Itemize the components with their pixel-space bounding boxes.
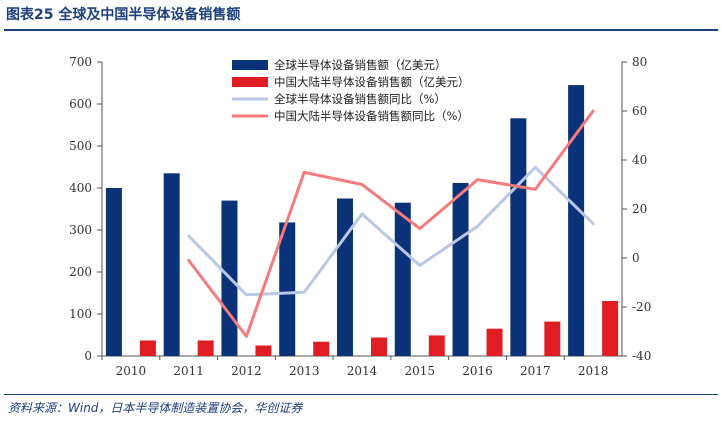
x-tick-label: 2015 [405,364,436,378]
china-sales-bar [255,345,272,356]
y-right-tick-label: 0 [632,251,640,265]
x-tick-label: 2013 [289,364,320,378]
title-underline [4,29,718,31]
y-left-tick-label: 700 [69,55,92,69]
footer-rule [4,394,718,395]
x-tick-label: 2017 [520,364,551,378]
global-sales-bar [510,118,527,356]
global-sales-bar [394,202,411,356]
y-left-tick-label: 600 [69,97,92,111]
y-right-tick-label: -20 [632,300,651,314]
y-left-tick-label: 400 [69,181,92,195]
china-sales-bar [602,300,619,356]
legend-label: 全球半导体设备销售额同比（%） [274,92,446,106]
y-left-tick-label: 100 [69,307,92,321]
global-sales-bar [279,222,296,356]
china-sales-bar [313,341,330,356]
x-tick-label: 2012 [231,364,262,378]
china-sales-bar [428,335,445,356]
y-right-tick-label: 60 [632,104,647,118]
y-right-tick-label: 20 [632,202,647,216]
legend-label: 全球半导体设备销售额（亿美元） [274,58,447,72]
china-sales-bar [197,340,214,356]
source-note: 资料来源：Wind，日本半导体制造装置协会，华创证券 [8,401,303,415]
legend-label: 中国大陆半导体设备销售额同比（%） [274,109,469,123]
global-sales-bar [568,85,585,356]
china-sales-bar [486,328,503,356]
legend-swatch-bar [232,77,268,87]
chart-bars [105,85,619,356]
y-left-tick-label: 200 [69,265,92,279]
global-sales-bar [163,173,180,356]
chart-axes: 0 100 200 300 400 500 600 700 -40 -20 0 20 40 60 80 201… [69,55,651,378]
global-sales-bar [337,198,353,356]
china-sales-bar [139,340,156,356]
y-left-tick-label: 500 [69,139,92,153]
global-sales-bar [452,182,469,356]
y-right-tick-label: 80 [632,55,647,69]
legend-label: 中国大陆半导体设备销售额（亿美元） [274,75,470,89]
y-left-tick-label: 300 [69,223,92,237]
china-sales-bar [544,321,561,356]
semiconductor-equipment-chart: 0 100 200 300 400 500 600 700 -40 -20 0 20 40 60 80 201… [69,55,651,378]
global-yoy-line [187,165,595,297]
chart-title: 图表25 全球及中国半导体设备销售额 [6,7,241,23]
legend-swatch-bar [232,60,268,70]
x-tick-label: 2016 [462,364,493,378]
chart-lines [187,109,595,338]
x-tick-label: 2010 [116,364,147,378]
x-tick-label: 2018 [578,364,609,378]
x-tick-label: 2014 [347,364,378,378]
global-sales-bar [105,188,122,356]
china-sales-bar [371,337,387,356]
chart-legend: 全球半导体设备销售额（亿美元） 中国大陆半导体设备销售额（亿美元） 全球半导体设备销… [232,58,470,123]
china-yoy-line [187,109,595,338]
y-right-tick-label: 40 [632,153,647,167]
y-right-tick-label: -40 [632,349,651,363]
y-left-tick-label: 0 [84,349,92,363]
x-tick-label: 2011 [173,364,204,378]
